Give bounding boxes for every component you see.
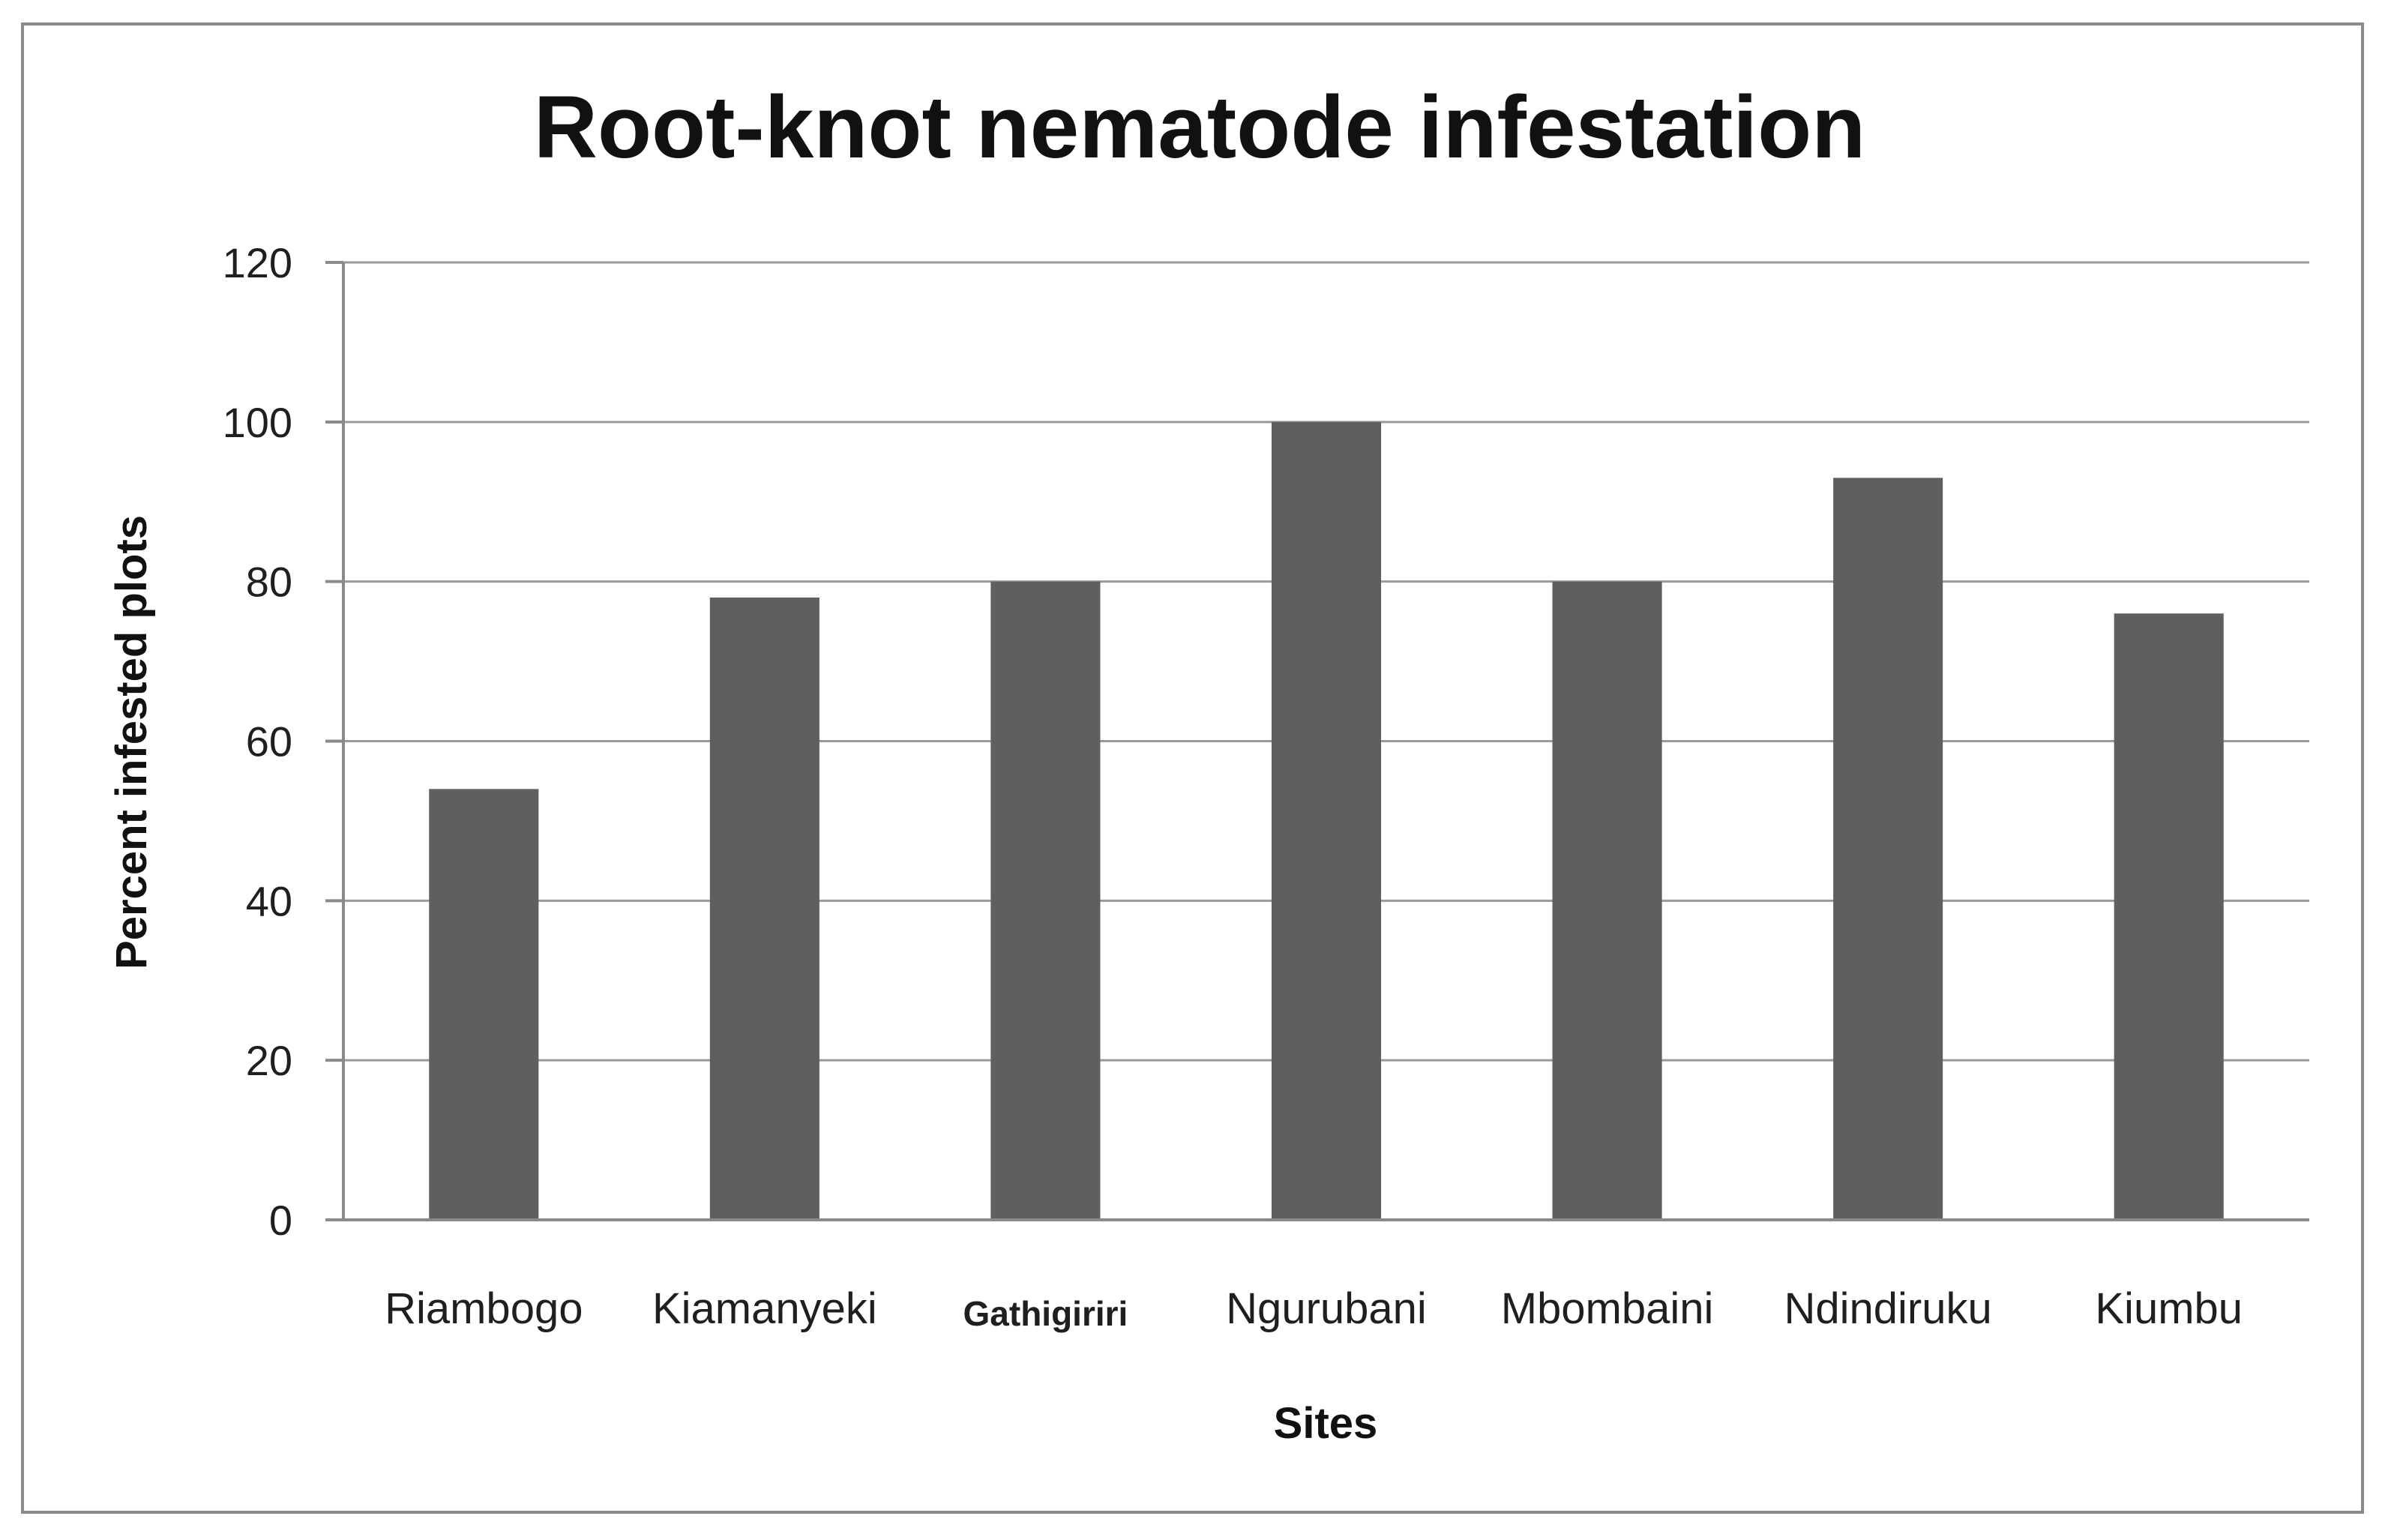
y-axis-title: Percent infested plots [107,515,156,969]
y-tick-label: 120 [223,239,292,286]
x-tick-label: Ngurubani [1226,1284,1427,1333]
bar-mbombaini [1552,581,1662,1220]
y-tick-label: 20 [246,1037,292,1084]
x-axis-title: Sites [1274,1399,1378,1448]
x-tick-label: Kiumbu [2095,1284,2243,1333]
x-tick-label: Kiamanyeki [652,1284,877,1333]
y-tick-label: 80 [246,559,292,606]
x-tick-label: Riambogo [385,1284,583,1333]
y-tick-label: 100 [223,399,292,446]
bar-ngurubani [1271,421,1382,1221]
bar-kiumbu [2114,613,2224,1220]
y-tick-label: 0 [269,1197,292,1244]
chart-frame [21,22,2364,1514]
x-tick-label: Ndindiruku [1784,1284,1992,1333]
chart-title: Root-knot nematode infestation [534,78,1866,177]
x-tick-label: Mbombaini [1501,1284,1714,1333]
bar-gathigiriri [990,581,1101,1220]
bar-kiamanyeki [709,597,819,1220]
y-tick-label: 60 [246,718,292,766]
y-tick-label: 40 [246,877,292,924]
bar-riambogo [429,789,539,1220]
y-axis-ticks: 0 20 40 60 80 100 120 [223,239,343,1244]
x-axis-tick-labels: Riambogo Kiamanyeki Gathigiriri Ngurubani Mb… [385,1284,2243,1333]
x-tick-label: Gathigiriri [963,1294,1128,1333]
bar-ndindiruku [1833,478,1943,1220]
bars [429,421,2224,1221]
